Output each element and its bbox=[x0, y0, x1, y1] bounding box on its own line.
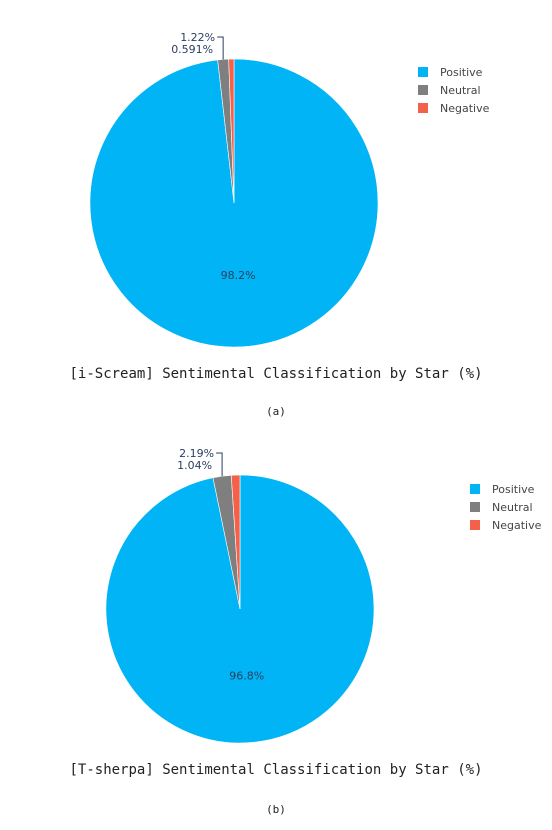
legend-item-negative[interactable]: Negative bbox=[470, 516, 541, 534]
legend-swatch bbox=[418, 85, 428, 95]
slice-label-negative: 1.04% bbox=[177, 459, 212, 472]
legend-swatch bbox=[418, 67, 428, 77]
chart-panel-a: 98.2% 1.22% 0.591% Positive Neutral Negati… bbox=[69, 31, 489, 418]
chart-title-a: [i-Scream] Sentimental Classification by… bbox=[69, 366, 483, 382]
slice-label-neutral: 2.19% bbox=[179, 447, 214, 460]
legend-label: Positive bbox=[492, 482, 535, 496]
legend-item-negative[interactable]: Negative bbox=[418, 99, 489, 117]
leader-line bbox=[216, 452, 223, 477]
legend-swatch bbox=[470, 520, 480, 530]
legend-a: Positive Neutral Negative bbox=[418, 63, 489, 117]
caption-b: (b) bbox=[266, 803, 286, 816]
legend-label: Positive bbox=[440, 65, 483, 79]
caption-a: (a) bbox=[266, 405, 286, 418]
legend-label: Negative bbox=[492, 518, 542, 532]
leader-line bbox=[217, 36, 224, 60]
legend-item-neutral[interactable]: Neutral bbox=[470, 498, 541, 516]
pie-slice-negative[interactable] bbox=[230, 474, 241, 610]
pie-chart-b: 96.8% 2.19%1.04% bbox=[105, 447, 375, 744]
legend-item-neutral[interactable]: Neutral bbox=[418, 81, 489, 99]
chart-title-b: [T-sherpa] Sentimental Classification by… bbox=[69, 762, 483, 778]
pie-slice-negative[interactable] bbox=[228, 58, 235, 204]
legend-b: Positive Neutral Negative bbox=[470, 480, 541, 534]
legend-item-positive[interactable]: Positive bbox=[418, 63, 489, 81]
slice-label-negative: 0.591% bbox=[171, 43, 213, 56]
slice-label-positive: 96.8% bbox=[229, 670, 264, 683]
legend-label: Neutral bbox=[440, 83, 481, 97]
slice-label-neutral: 1.22% bbox=[180, 31, 215, 44]
legend-swatch bbox=[470, 502, 480, 512]
chart-panel-b: 96.8% 2.19% 1.04% Positive Neutral Negativ… bbox=[0, 415, 552, 830]
legend-item-positive[interactable]: Positive bbox=[470, 480, 541, 498]
slice-label-positive: 98.2% bbox=[221, 269, 256, 282]
pie-chart-a: 98.2% 1.22%0.591% bbox=[89, 31, 379, 348]
legend-label: Neutral bbox=[492, 500, 533, 514]
legend-label: Negative bbox=[440, 101, 490, 115]
legend-swatch bbox=[470, 484, 480, 494]
legend-swatch bbox=[418, 103, 428, 113]
